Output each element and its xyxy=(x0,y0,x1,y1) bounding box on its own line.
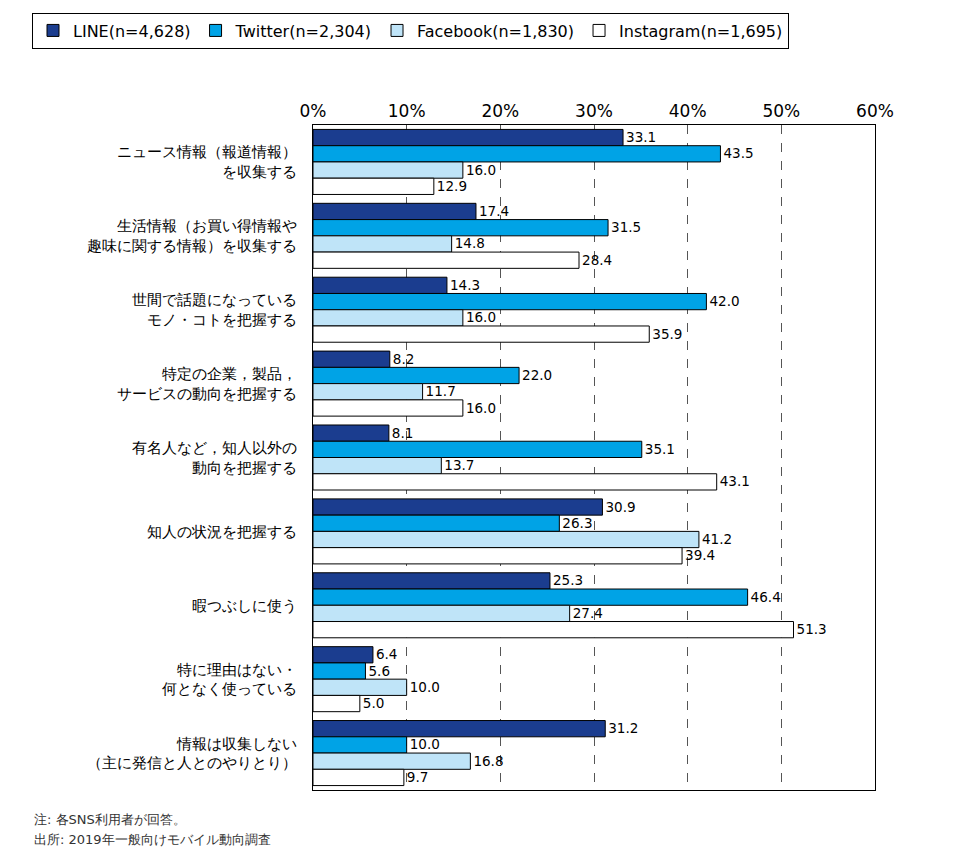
svg-text:Instagram(n=1,695): Instagram(n=1,695) xyxy=(619,22,782,41)
svg-text:5.6: 5.6 xyxy=(368,663,390,679)
svg-text:特に理由はない・何となく使っている: 特に理由はない・何となく使っている xyxy=(162,661,297,699)
svg-text:16.8: 16.8 xyxy=(473,753,503,769)
svg-text:世間で話題になっているモノ・コトを把握する: 世間で話題になっているモノ・コトを把握する xyxy=(132,291,297,329)
svg-text:注: 各SNS利用者が回答。: 注: 各SNS利用者が回答。 xyxy=(34,812,186,827)
svg-text:28.4: 28.4 xyxy=(582,252,612,268)
svg-text:50%: 50% xyxy=(762,101,800,121)
svg-text:情報は収集しない（主に発信と人とのやりとり）: 情報は収集しない（主に発信と人とのやりとり） xyxy=(87,735,297,773)
svg-text:出所: 2019年一般向けモバイル動向調査: 出所: 2019年一般向けモバイル動向調査 xyxy=(34,832,271,847)
svg-text:40%: 40% xyxy=(669,101,707,121)
svg-text:有名人など，知人以外の動向を把握する: 有名人など，知人以外の動向を把握する xyxy=(132,439,297,477)
svg-text:ニュース情報（報道情報）を収集する: ニュース情報（報道情報）を収集する xyxy=(117,143,297,181)
svg-text:17.4: 17.4 xyxy=(479,203,509,219)
svg-text:26.3: 26.3 xyxy=(562,515,592,531)
svg-text:16.0: 16.0 xyxy=(466,162,496,178)
svg-text:41.2: 41.2 xyxy=(702,531,732,547)
svg-text:10.0: 10.0 xyxy=(410,679,440,695)
svg-text:10.0: 10.0 xyxy=(410,736,440,752)
svg-text:31.2: 31.2 xyxy=(608,720,638,736)
svg-text:27.4: 27.4 xyxy=(573,605,603,621)
svg-text:60%: 60% xyxy=(856,101,894,121)
svg-text:42.0: 42.0 xyxy=(709,293,739,309)
svg-text:39.4: 39.4 xyxy=(685,547,715,563)
svg-text:8.2: 8.2 xyxy=(393,351,415,367)
svg-text:31.5: 31.5 xyxy=(611,219,641,235)
svg-text:LINE(n=4,628): LINE(n=4,628) xyxy=(73,22,191,41)
svg-text:6.4: 6.4 xyxy=(376,646,398,662)
svg-text:8.1: 8.1 xyxy=(392,425,414,441)
svg-text:知人の状況を把握する: 知人の状況を把握する xyxy=(147,523,297,541)
svg-text:12.9: 12.9 xyxy=(437,178,467,194)
svg-text:30.9: 30.9 xyxy=(605,499,635,515)
svg-text:30%: 30% xyxy=(575,101,613,121)
svg-text:10%: 10% xyxy=(388,101,426,121)
svg-text:Facebook(n=1,830): Facebook(n=1,830) xyxy=(417,22,574,41)
svg-text:暇つぶしに使う: 暇つぶしに使う xyxy=(192,597,297,615)
svg-text:33.1: 33.1 xyxy=(626,129,656,145)
svg-text:5.0: 5.0 xyxy=(363,695,385,711)
svg-text:46.4: 46.4 xyxy=(751,589,781,605)
svg-text:生活情報（お買い得情報や趣味に関する情報）を収集する: 生活情報（お買い得情報や趣味に関する情報）を収集する xyxy=(87,217,297,255)
svg-text:16.0: 16.0 xyxy=(466,400,496,416)
svg-text:25.3: 25.3 xyxy=(553,572,583,588)
svg-text:22.0: 22.0 xyxy=(522,367,552,383)
svg-text:35.1: 35.1 xyxy=(645,441,675,457)
svg-text:35.9: 35.9 xyxy=(652,326,682,342)
svg-text:14.3: 14.3 xyxy=(450,277,480,293)
svg-text:0%: 0% xyxy=(300,101,327,121)
svg-text:Twitter(n=2,304): Twitter(n=2,304) xyxy=(235,22,371,41)
svg-text:特定の企業，製品，サービスの動向を把握する: 特定の企業，製品，サービスの動向を把握する xyxy=(117,365,297,403)
svg-text:20%: 20% xyxy=(481,101,519,121)
svg-text:9.7: 9.7 xyxy=(407,769,429,785)
svg-text:13.7: 13.7 xyxy=(444,457,474,473)
svg-text:43.1: 43.1 xyxy=(720,473,750,489)
svg-text:16.0: 16.0 xyxy=(466,309,496,325)
svg-text:11.7: 11.7 xyxy=(426,383,456,399)
svg-text:43.5: 43.5 xyxy=(723,145,753,161)
svg-text:14.8: 14.8 xyxy=(455,235,485,251)
svg-text:51.3: 51.3 xyxy=(797,621,827,637)
